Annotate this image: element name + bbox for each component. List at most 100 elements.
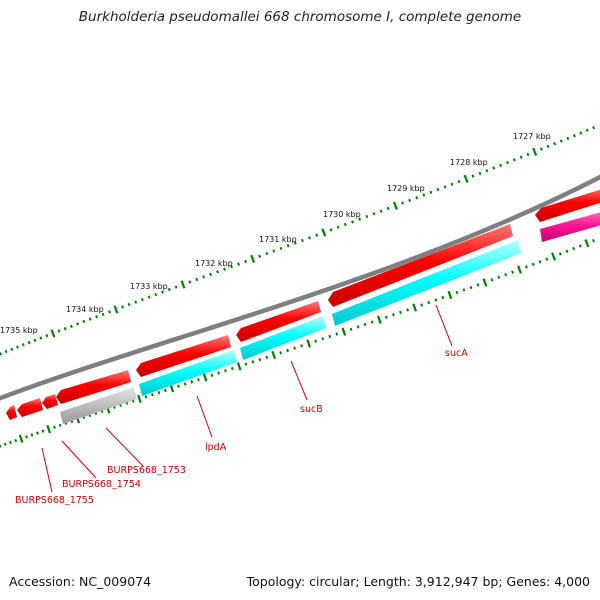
inner-tick-minor — [36, 431, 39, 435]
inner-tick-minor — [524, 265, 528, 269]
inner-tick-minor — [572, 246, 576, 251]
leader-BURPS668_1755 — [41, 447, 53, 493]
gene-arrow-lpdA[interactable] — [136, 335, 231, 377]
inner-tick-minor — [558, 252, 562, 256]
cds-bar-lpdA[interactable] — [139, 350, 237, 396]
inner-tick-major — [341, 327, 347, 336]
inner-tick-minor — [497, 275, 501, 279]
scale-tick-minor — [69, 324, 73, 328]
inner-tick-minor — [469, 285, 473, 290]
scale-tick-minor — [592, 126, 596, 130]
inner-tick-minor — [565, 249, 569, 253]
inner-tick-minor — [328, 334, 332, 339]
inner-tick-minor — [14, 438, 18, 443]
cds-bar-sucB[interactable] — [240, 316, 326, 360]
scale-tick-minor — [147, 295, 151, 299]
inner-tick-major — [551, 252, 557, 261]
scale-tick-minor — [436, 187, 440, 192]
inner-tick-minor — [197, 377, 200, 382]
cds-bar-sucA[interactable] — [332, 240, 521, 326]
leader-sucB — [290, 360, 308, 401]
inner-tick-major — [236, 362, 242, 371]
scale-tick-minor — [471, 174, 475, 178]
inner-tick-minor — [349, 327, 353, 331]
scale-tick-minor — [300, 238, 304, 243]
gene-track — [6, 186, 600, 420]
scale-tick-minor — [429, 190, 433, 194]
inner-tick-minor — [177, 384, 180, 388]
inner-tick-minor — [150, 393, 154, 397]
inner-tick-major — [482, 278, 488, 287]
scale-tick-minor — [27, 340, 31, 345]
inner-tick-minor — [157, 390, 161, 395]
scale-tick-minor — [244, 259, 248, 264]
inner-tick-minor — [251, 360, 255, 364]
inner-tick-minor — [230, 367, 234, 371]
gene-arrow-BURPS668_1755[interactable] — [6, 405, 17, 420]
gene-arrow-sucA-main[interactable] — [328, 224, 513, 307]
inner-tick-minor — [58, 423, 62, 427]
inner-tick-minor — [144, 395, 148, 399]
scale-ticks — [0, 126, 596, 356]
scale-label-1732: 1732 kbp — [195, 259, 233, 268]
gene-label-BURPS668_1755[interactable]: BURPS668_1755 — [15, 495, 94, 506]
scale-tick-minor — [101, 312, 105, 316]
inner-tick-minor — [406, 308, 409, 312]
scale-tick-minor — [209, 272, 213, 277]
scale-tick-major — [321, 228, 327, 237]
scale-tick-minor — [16, 345, 19, 349]
inner-tick-major — [517, 265, 522, 274]
gene-label-lpdA[interactable]: lpdA — [205, 442, 227, 453]
gene-label-sucB[interactable]: sucB — [300, 404, 323, 415]
scale-tick-minor — [95, 315, 99, 319]
scale-tick-minor — [57, 329, 61, 333]
scale-tick-minor — [386, 206, 390, 211]
scale-tick-minor — [457, 179, 461, 184]
inner-tick-minor — [335, 332, 339, 336]
inner-tick-minor — [538, 260, 542, 264]
scale-label-1734: 1734 kbp — [66, 305, 104, 314]
gene-arrow-sucA[interactable] — [535, 186, 600, 222]
inner-tick-minor — [476, 283, 480, 287]
scale-tick-minor — [237, 262, 240, 266]
scale-tick-minor — [553, 142, 557, 146]
scale-label-1729: 1729 kbp — [387, 184, 425, 193]
inner-tick-minor — [286, 348, 289, 353]
gene-arrow-BURPS668_1753[interactable] — [56, 370, 131, 404]
scale-tick-minor — [450, 182, 454, 186]
inner-tick-minor — [545, 257, 549, 261]
inner-tick-minor — [531, 262, 535, 267]
scale-tick-minor — [579, 131, 583, 135]
scale-tick-minor — [140, 297, 144, 302]
scale-tick-minor — [223, 267, 226, 271]
gene-label-sucA[interactable]: sucA — [445, 348, 468, 359]
inner-tick-minor — [363, 322, 367, 327]
inner-ticks — [0, 239, 595, 448]
cds-bar-sucA-pink[interactable] — [540, 209, 600, 242]
scale-tick-minor — [195, 277, 199, 282]
cds-track — [60, 209, 600, 424]
leader-lpdA — [196, 395, 213, 438]
inner-tick-major — [447, 290, 453, 300]
scale-tick-major — [392, 201, 398, 210]
scale-tick-minor — [286, 244, 290, 248]
inner-tick-minor — [441, 295, 445, 300]
inner-tick-major — [412, 303, 418, 312]
gene-label-BURPS668_1753[interactable]: BURPS668_1753 — [107, 465, 186, 476]
scale-tick-minor — [127, 302, 131, 307]
gene-arrow-BURPS668_1754b[interactable] — [17, 398, 43, 417]
scale-tick-minor — [10, 347, 14, 351]
inner-tick-minor — [420, 303, 424, 307]
scale-tick-minor — [559, 139, 563, 143]
gene-label-BURPS668_1754[interactable]: BURPS668_1754 — [62, 479, 141, 490]
scale-tick-minor — [512, 158, 516, 162]
map-title: Burkholderia pseudomallei 668 chromosome… — [78, 9, 522, 25]
scale-tick-minor — [188, 280, 192, 284]
inner-tick-major — [18, 434, 24, 443]
inner-tick-minor — [3, 442, 7, 446]
scale-label-1731: 1731 kbp — [259, 235, 297, 244]
inner-tick-minor — [434, 298, 438, 302]
gene-arrow-sucB[interactable] — [236, 301, 321, 342]
gene-arrow-BURPS668_1754[interactable] — [42, 394, 58, 409]
cds-bar-BURPS668_1753[interactable] — [60, 387, 137, 424]
